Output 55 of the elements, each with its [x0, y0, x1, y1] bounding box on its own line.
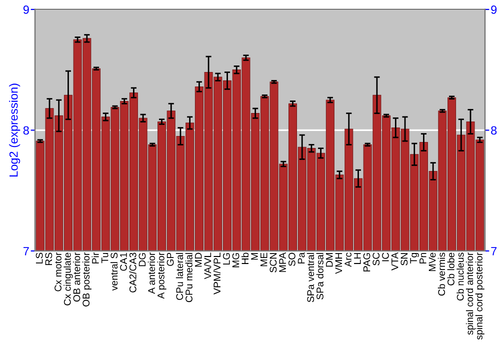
- x-tick-label: Pn: [420, 252, 426, 264]
- y-tick-label: 9: [23, 5, 29, 14]
- x-tick-label: CPu medial: [185, 252, 192, 302]
- x-tick-label: spinal cord anterior: [466, 252, 476, 335]
- x-tick-label: VPM/VPL: [213, 252, 221, 294]
- x-tick-label: MG: [232, 253, 240, 268]
- x-tick-label: SCN: [270, 253, 277, 272]
- x-tick-label: CPu lateral: [176, 252, 184, 300]
- x-tick-label: GP: [166, 252, 174, 266]
- y-axis-title: Log2 (expression): [9, 84, 20, 176]
- x-tick-label: IC: [382, 252, 389, 262]
- y2-tick-label: 9: [491, 5, 497, 14]
- x-tick-label: LH: [354, 253, 361, 264]
- x-tick-label: M: [251, 253, 258, 260]
- x-tick-label: Cx motor: [54, 252, 62, 292]
- x-tick-label: ME: [260, 252, 268, 266]
- x-tick-label: SC: [372, 252, 380, 266]
- x-tick-label: SN: [400, 253, 408, 266]
- x-tick-label: MPA: [279, 252, 286, 272]
- x-tick-label: DM: [326, 253, 333, 267]
- x-tick-label: LS: [36, 252, 43, 264]
- x-tick-label: Tg: [410, 252, 419, 264]
- x-tick-label: Cb lobe: [447, 252, 454, 286]
- y-tick-label: 7: [23, 247, 29, 256]
- x-tick-label: MVe: [428, 252, 436, 271]
- x-tick-label: Arc: [344, 252, 352, 267]
- x-tick-label: MD: [195, 252, 202, 267]
- x-tick-label: RS: [45, 252, 52, 266]
- x-tick-label: Cb nucleus: [456, 252, 464, 300]
- x-tick-label: A anterior: [148, 252, 156, 294]
- x-tick-label: SPa dorsal: [316, 252, 324, 300]
- x-tick-label: OB anterior: [73, 252, 80, 302]
- x-tick-label: spinal cord posterior: [475, 252, 484, 340]
- x-tick-label: Pa: [298, 252, 305, 264]
- x-tick-label: LG: [222, 253, 230, 265]
- x-tick-label: ventral S: [110, 252, 118, 291]
- x-tick-label: OB posterior: [82, 252, 92, 306]
- y-tick-label: 8: [23, 126, 29, 135]
- x-tick-label: Pir: [92, 252, 99, 264]
- x-tick-label: Cx cingulate: [64, 252, 73, 306]
- x-tick-label: VMH: [335, 253, 342, 274]
- x-tick-label: CA1: [120, 252, 127, 271]
- x-tick-label: VA/VL: [204, 252, 212, 280]
- x-tick-label: A posterior: [157, 252, 166, 299]
- y2-tick-label: 8: [491, 126, 497, 135]
- x-tick-label: Tu: [101, 252, 108, 264]
- x-tick-label: SO: [288, 252, 296, 266]
- x-tick-label: VTA: [391, 252, 398, 270]
- x-tick-label: DG: [138, 253, 146, 266]
- x-tick-label: Cb vermis: [438, 252, 446, 296]
- x-tick-label: SPa ventral: [306, 252, 314, 302]
- x-tick-label: PAG: [363, 253, 370, 272]
- y2-tick-label: 7: [491, 247, 497, 256]
- x-tick-label: CA2/CA3: [129, 252, 136, 292]
- x-tick-label: Hb: [241, 252, 249, 264]
